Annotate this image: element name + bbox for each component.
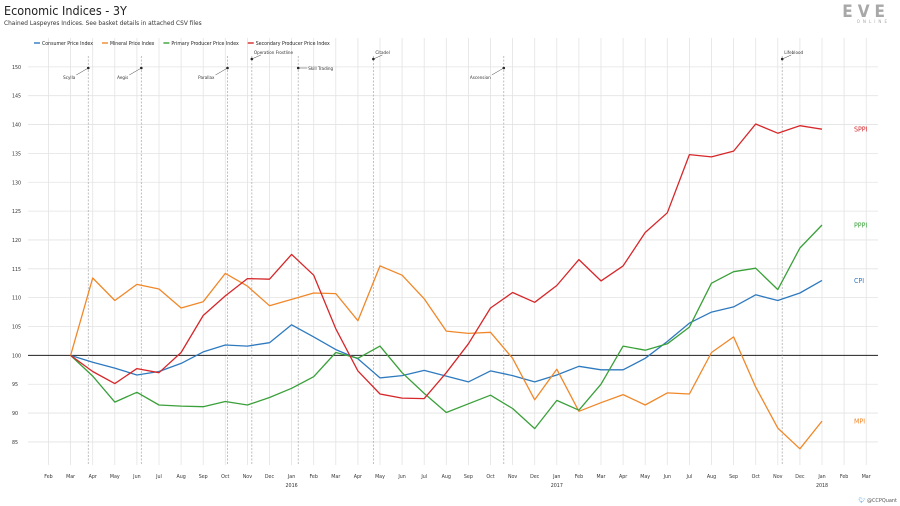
event-label: Ascension: [470, 75, 491, 81]
y-tick-label: 90: [12, 411, 18, 417]
x-tick-label: Mar: [862, 474, 871, 480]
event-leader: [215, 67, 228, 76]
x-tick-label: Sep: [199, 474, 208, 480]
chart-title: Economic Indices - 3Y: [4, 3, 127, 18]
x-tick-label: May: [375, 474, 385, 480]
x-tick-label: Jan: [287, 474, 295, 480]
event-label: Scylla: [63, 75, 76, 81]
y-tick-label: 100: [12, 353, 21, 359]
event-leader: [76, 67, 89, 76]
y-tick-label: 95: [12, 382, 18, 388]
year-label: 2018: [816, 483, 828, 489]
x-tick-label: Jul: [155, 474, 162, 480]
x-tick-label: Jun: [663, 474, 671, 480]
x-tick-label: Jun: [397, 474, 405, 480]
y-tick-label: 150: [12, 65, 21, 71]
x-tick-label: Jan: [552, 474, 560, 480]
y-tick-label: 120: [12, 238, 21, 244]
y-tick-label: 140: [12, 123, 21, 129]
y-tick-label: 130: [12, 180, 21, 186]
chart-subtitle: Chained Laspeyres Indices. See basket de…: [4, 19, 202, 27]
x-tick-label: May: [640, 474, 650, 480]
x-tick-label: Sep: [729, 474, 738, 480]
credit-handle: 🐦︎ @CCPQuant: [858, 498, 897, 504]
event-label: Operation Frostline: [254, 50, 294, 56]
event-leader: [251, 54, 261, 60]
series-line-cpi: [70, 279, 823, 383]
event-label: Skill Trading: [308, 66, 333, 72]
event-leader: [782, 54, 792, 60]
legend-entry: Consumer Price Index: [42, 41, 93, 47]
event-label: Citadel: [375, 50, 390, 56]
series-end-label-mpi: MPI: [854, 418, 865, 426]
x-tick-label: Aug: [176, 474, 185, 480]
series-end-label-sppi: SPPI: [854, 126, 868, 134]
x-tick-label: Jul: [420, 474, 427, 480]
credit-text: @CCPQuant: [867, 498, 897, 504]
x-tick-label: Apr: [354, 474, 362, 480]
logo-sub-text: ONLINE: [856, 20, 890, 25]
x-tick-label: Mar: [597, 474, 606, 480]
y-tick-label: 85: [12, 440, 18, 446]
x-tick-label: Feb: [840, 474, 848, 480]
y-tick-label: 135: [12, 151, 21, 157]
series-line-sppi: [70, 123, 823, 400]
eve-online-logo: EVE ONLINE: [842, 2, 890, 25]
legend-entry: Secondary Producer Price Index: [256, 41, 330, 47]
x-tick-label: Nov: [243, 474, 252, 480]
logo-main-text: EVE: [842, 2, 890, 22]
series-end-label-pppi: PPPI: [854, 221, 867, 229]
y-tick-label: 110: [12, 296, 21, 302]
y-tick-label: 105: [12, 325, 21, 331]
x-tick-label: Feb: [309, 474, 317, 480]
legend-entry: Primary Producer Price Index: [171, 41, 239, 47]
x-tick-label: Mar: [331, 474, 340, 480]
event-leader: [129, 67, 142, 76]
event-leader: [373, 54, 383, 60]
year-label: 2016: [286, 483, 298, 489]
x-tick-label: Oct: [486, 474, 494, 480]
y-tick-label: 125: [12, 209, 21, 215]
event-leader: [491, 67, 504, 76]
x-tick-label: Mar: [66, 474, 75, 480]
x-tick-label: Feb: [44, 474, 52, 480]
x-tick-label: Nov: [508, 474, 517, 480]
y-tick-label: 115: [12, 267, 21, 273]
x-tick-label: Oct: [221, 474, 229, 480]
event-label: Lifeblood: [784, 50, 803, 56]
twitter-icon: 🐦︎: [858, 498, 866, 504]
event-label: Parallax: [198, 75, 215, 81]
series-line-mpi: [69, 265, 823, 450]
x-tick-label: Sep: [464, 474, 473, 480]
year-label: 2017: [551, 483, 563, 489]
x-tick-label: Apr: [89, 474, 97, 480]
x-tick-label: Jul: [686, 474, 693, 480]
x-tick-label: Feb: [575, 474, 583, 480]
x-tick-label: Apr: [619, 474, 627, 480]
legend-entry: Mineral Price Index: [110, 41, 155, 47]
x-tick-label: Dec: [795, 474, 805, 480]
x-tick-label: May: [110, 474, 120, 480]
series-line-pppi: [70, 224, 823, 430]
x-tick-label: Jun: [132, 474, 140, 480]
x-tick-label: Jan: [817, 474, 825, 480]
x-tick-label: Dec: [265, 474, 275, 480]
series-end-label-cpi: CPI: [854, 277, 864, 285]
x-tick-label: Nov: [773, 474, 782, 480]
x-tick-label: Dec: [530, 474, 540, 480]
x-tick-label: Oct: [752, 474, 760, 480]
x-tick-label: Aug: [707, 474, 716, 480]
event-label: Aegis: [117, 75, 128, 81]
x-tick-label: Aug: [442, 474, 451, 480]
y-tick-label: 145: [12, 94, 21, 100]
